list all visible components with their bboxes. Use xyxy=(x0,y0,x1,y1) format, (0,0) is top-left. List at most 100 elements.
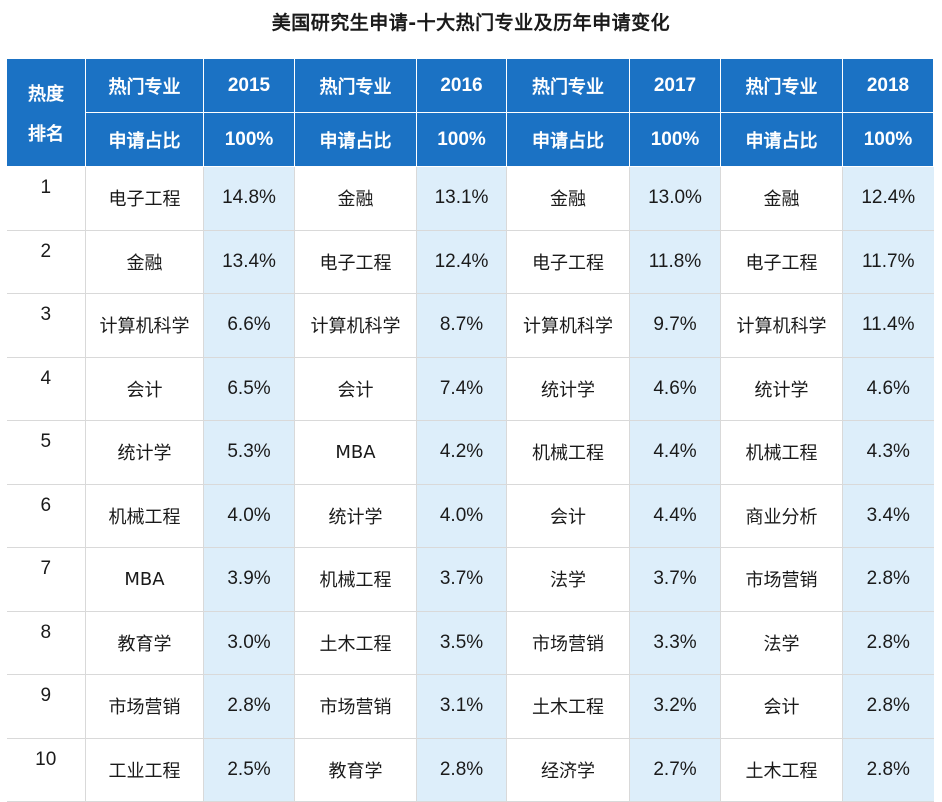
major-cell: 统计学 xyxy=(506,357,630,421)
percent-cell: 2.8% xyxy=(842,738,934,802)
major-cell: MBA xyxy=(294,420,417,485)
table-row: 3 计算机科学 6.6% 计算机科学 8.7% 计算机科学 9.7% 计算机科学 11.4% xyxy=(6,293,934,358)
major-cell: 土木工程 xyxy=(720,738,843,802)
major-cell: 法学 xyxy=(506,547,630,612)
total-2015: 100% xyxy=(203,112,295,167)
major-cell: 电子工程 xyxy=(506,230,630,294)
page-title: 美国研究生申请-十大热门专业及历年申请变化 xyxy=(271,12,671,34)
major-cell: 机械工程 xyxy=(294,547,417,612)
rank-header-line2: 排名 xyxy=(28,123,64,145)
major-cell: 市场营销 xyxy=(85,674,204,739)
year-header-2018: 2018 xyxy=(842,58,934,113)
major-cell: 教育学 xyxy=(85,611,204,675)
major-cell: 计算机科学 xyxy=(720,293,843,358)
year-header-2015: 2015 xyxy=(203,58,295,113)
major-cell: 机械工程 xyxy=(720,420,843,485)
total-2017: 100% xyxy=(629,112,721,167)
major-header-2015: 热门专业 xyxy=(85,58,204,113)
percent-cell: 2.8% xyxy=(416,738,507,802)
rank-cell: 8 xyxy=(6,611,86,675)
percent-cell: 4.0% xyxy=(203,484,295,548)
major-cell: 统计学 xyxy=(720,357,843,421)
percent-cell: 11.7% xyxy=(842,230,934,294)
rank-cell: 10 xyxy=(6,738,86,802)
rank-cell: 9 xyxy=(6,674,86,739)
percent-cell: 3.0% xyxy=(203,611,295,675)
percent-cell: 2.5% xyxy=(203,738,295,802)
table-row: 7 MBA 3.9% 机械工程 3.7% 法学 3.7% 市场营销 2.8% xyxy=(6,547,934,612)
major-cell: 机械工程 xyxy=(506,420,630,485)
percent-cell: 3.2% xyxy=(629,674,721,739)
total-2018: 100% xyxy=(842,112,934,167)
percent-cell: 4.4% xyxy=(629,484,721,548)
percent-cell: 3.7% xyxy=(416,547,507,612)
major-cell: 电子工程 xyxy=(85,166,204,231)
table-row: 8 教育学 3.0% 土木工程 3.5% 市场营销 3.3% 法学 2.8% xyxy=(6,611,934,675)
ratio-header-2015: 申请占比 xyxy=(85,112,204,167)
percent-cell: 13.1% xyxy=(416,166,507,231)
major-cell: 计算机科学 xyxy=(506,293,630,358)
rank-cell: 5 xyxy=(6,420,86,485)
table-row: 4 会计 6.5% 会计 7.4% 统计学 4.6% 统计学 4.6% xyxy=(6,357,934,421)
percent-cell: 4.6% xyxy=(629,357,721,421)
percent-cell: 3.7% xyxy=(629,547,721,612)
major-cell: 商业分析 xyxy=(720,484,843,548)
table-row: 6 机械工程 4.0% 统计学 4.0% 会计 4.4% 商业分析 3.4% xyxy=(6,484,934,548)
ratio-header-2018: 申请占比 xyxy=(720,112,843,167)
percent-cell: 8.7% xyxy=(416,293,507,358)
header-row-ratio: 申请占比 100% 申请占比 100% 申请占比 100% 申请占比 100% xyxy=(7,112,934,167)
table-row: 5 统计学 5.3% MBA 4.2% 机械工程 4.4% 机械工程 4.3% xyxy=(6,420,934,485)
major-cell: 土木工程 xyxy=(294,611,417,675)
major-cell: 工业工程 xyxy=(85,738,204,802)
percent-cell: 6.6% xyxy=(203,293,295,358)
percent-cell: 4.3% xyxy=(842,420,934,485)
major-cell: 金融 xyxy=(294,166,417,231)
major-cell: 市场营销 xyxy=(294,674,417,739)
percent-cell: 2.8% xyxy=(842,674,934,739)
percent-cell: 3.5% xyxy=(416,611,507,675)
table-row: 9 市场营销 2.8% 市场营销 3.1% 土木工程 3.2% 会计 2.8% xyxy=(6,674,934,739)
major-cell: 市场营销 xyxy=(720,547,843,612)
percent-cell: 14.8% xyxy=(203,166,295,231)
rank-header-line1: 热度 xyxy=(28,83,64,105)
table-row: 2 金融 13.4% 电子工程 12.4% 电子工程 11.8% 电子工程 11.7% xyxy=(6,230,934,294)
major-header-2017: 热门专业 xyxy=(506,58,630,113)
major-cell: 金融 xyxy=(720,166,843,231)
percent-cell: 5.3% xyxy=(203,420,295,485)
major-cell: 机械工程 xyxy=(85,484,204,548)
rank-cell: 7 xyxy=(6,547,86,612)
rank-cell: 2 xyxy=(6,230,86,294)
rank-cell: 3 xyxy=(6,293,86,358)
percent-cell: 11.8% xyxy=(629,230,721,294)
percent-cell: 4.2% xyxy=(416,420,507,485)
percent-cell: 3.3% xyxy=(629,611,721,675)
percent-cell: 3.9% xyxy=(203,547,295,612)
major-cell: 计算机科学 xyxy=(294,293,417,358)
percent-cell: 12.4% xyxy=(842,166,934,231)
percent-cell: 13.0% xyxy=(629,166,721,231)
percent-cell: 12.4% xyxy=(416,230,507,294)
percent-cell: 4.0% xyxy=(416,484,507,548)
major-cell: 电子工程 xyxy=(720,230,843,294)
major-cell: 电子工程 xyxy=(294,230,417,294)
header-row-majors: 热度 排名 热门专业 2015 热门专业 2016 热门专业 2017 热门专业… xyxy=(6,58,934,167)
major-header-2018: 热门专业 xyxy=(720,58,843,113)
percent-cell: 2.7% xyxy=(629,738,721,802)
percent-cell: 7.4% xyxy=(416,357,507,421)
percent-cell: 4.4% xyxy=(629,420,721,485)
major-cell: 教育学 xyxy=(294,738,417,802)
percent-cell: 6.5% xyxy=(203,357,295,421)
year-header-2017: 2017 xyxy=(629,58,721,113)
rank-cell: 1 xyxy=(6,166,86,231)
major-cell: 统计学 xyxy=(85,420,204,485)
major-cell: 金融 xyxy=(506,166,630,231)
percent-cell: 3.4% xyxy=(842,484,934,548)
rank-header: 热度 排名 xyxy=(6,58,86,167)
table-row: 1 电子工程 14.8% 金融 13.1% 金融 13.0% 金融 12.4% xyxy=(6,166,934,231)
percent-cell: 2.8% xyxy=(842,611,934,675)
major-cell: 会计 xyxy=(294,357,417,421)
ratio-header-2017: 申请占比 xyxy=(506,112,630,167)
major-header-2016: 热门专业 xyxy=(294,58,417,113)
major-cell: 金融 xyxy=(85,230,204,294)
percent-cell: 13.4% xyxy=(203,230,295,294)
